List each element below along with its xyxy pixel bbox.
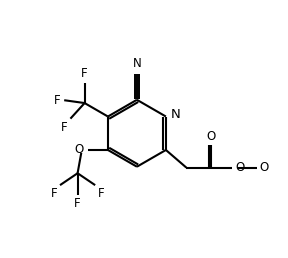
Text: O: O <box>259 161 269 174</box>
Text: N: N <box>171 108 181 121</box>
Text: O: O <box>206 130 216 143</box>
Text: F: F <box>54 94 61 107</box>
Text: O: O <box>235 161 244 174</box>
Text: F: F <box>74 197 81 210</box>
Text: F: F <box>51 187 57 200</box>
Text: F: F <box>98 187 105 200</box>
Text: O: O <box>74 143 84 157</box>
Text: F: F <box>61 121 68 134</box>
Text: F: F <box>81 67 88 80</box>
Text: N: N <box>132 57 141 70</box>
